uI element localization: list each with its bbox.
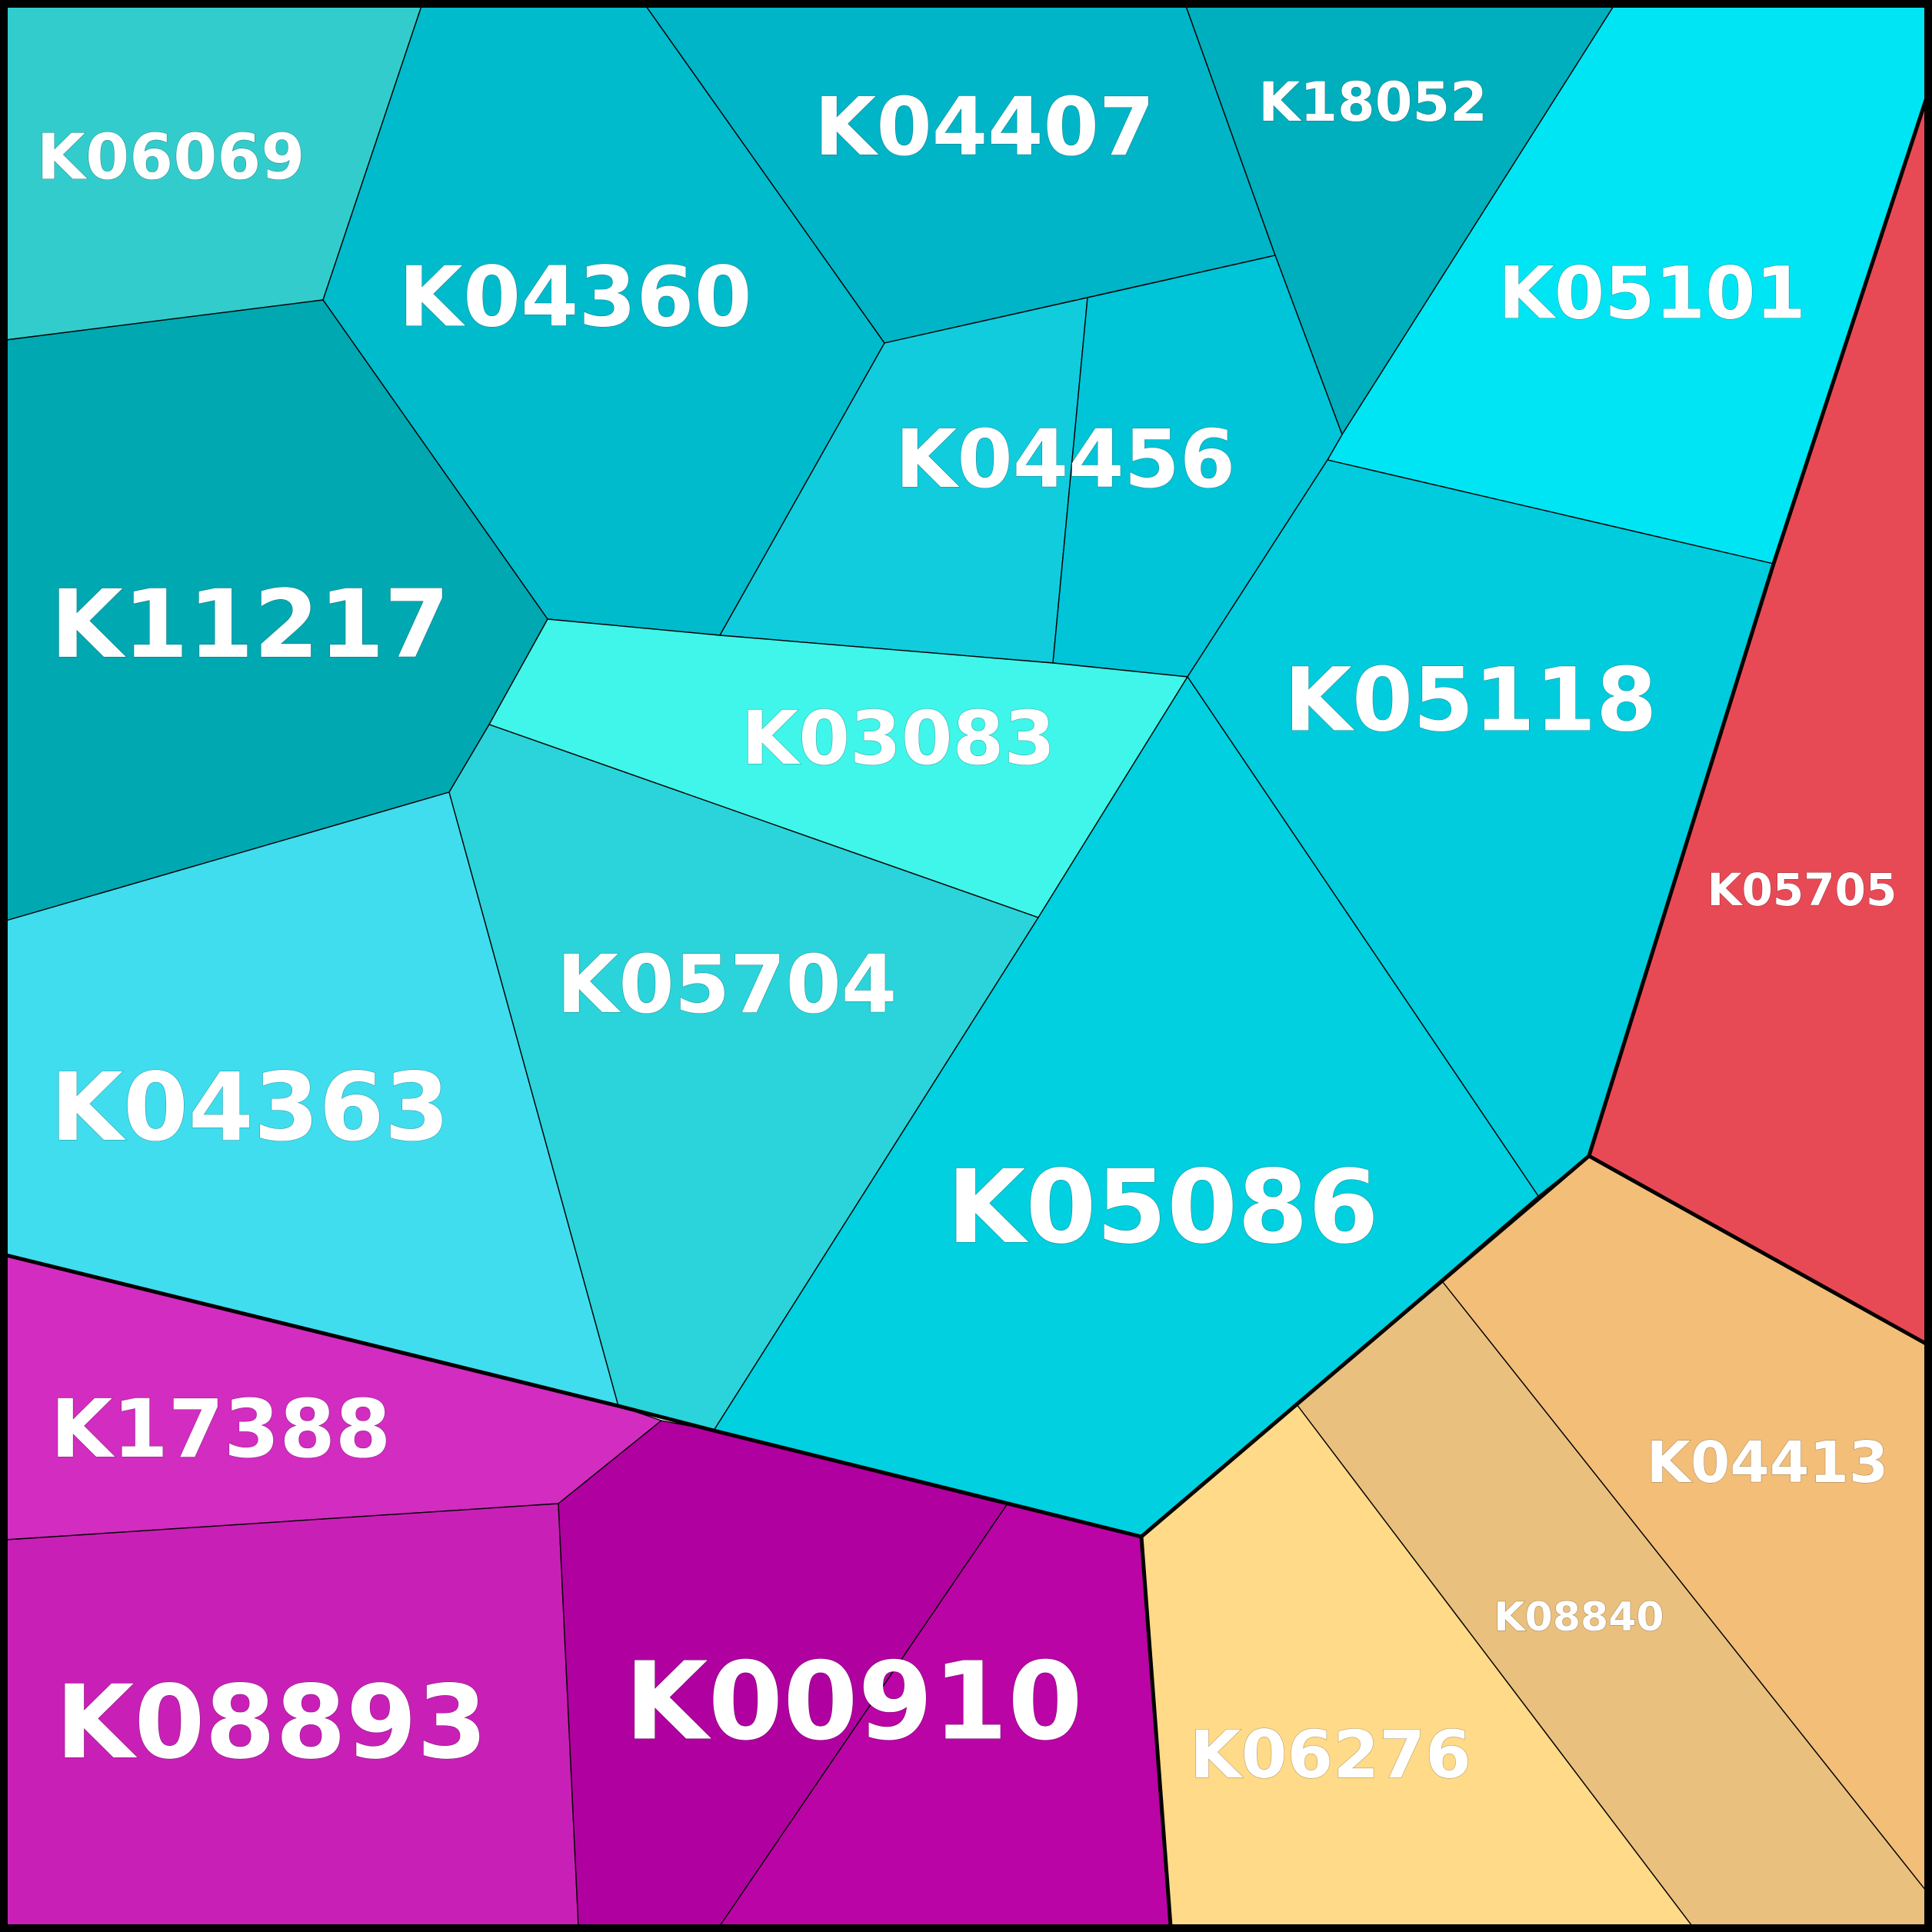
cyan-magenta-boundary	[4, 1253, 1144, 1539]
label-k04456: K04456	[895, 412, 1235, 506]
magenta-orange-boundary	[1139, 1534, 1173, 1928]
cyan-orange-boundary	[1139, 1154, 1591, 1539]
label-k04413: K04413	[1647, 1430, 1889, 1496]
label-k18052: K18052	[1258, 71, 1487, 134]
label-k08840: K08840	[1494, 1594, 1664, 1641]
label-k08893: K08893	[55, 1664, 488, 1782]
label-k03083: K03083	[741, 695, 1055, 781]
label-k04360: K04360	[398, 250, 751, 346]
red-orange-boundary	[1587, 1154, 1928, 1346]
cyan-red-boundary	[1587, 98, 1928, 1158]
label-k05101: K05101	[1498, 252, 1806, 336]
label-k00910: K00910	[625, 1640, 1083, 1765]
label-k06069: K06069	[37, 122, 305, 195]
label-k05705: K05705	[1707, 864, 1897, 916]
label-k04363: K04363	[51, 1053, 450, 1162]
label-k04407: K04407	[814, 80, 1154, 174]
label-k05704: K05704	[557, 938, 897, 1031]
label-k05118: K05118	[1284, 649, 1657, 751]
label-k11217: K11217	[51, 570, 450, 679]
label-k17388: K17388	[51, 1382, 391, 1476]
label-k06276: K06276	[1190, 1717, 1471, 1794]
label-k05086: K05086	[947, 1148, 1379, 1267]
